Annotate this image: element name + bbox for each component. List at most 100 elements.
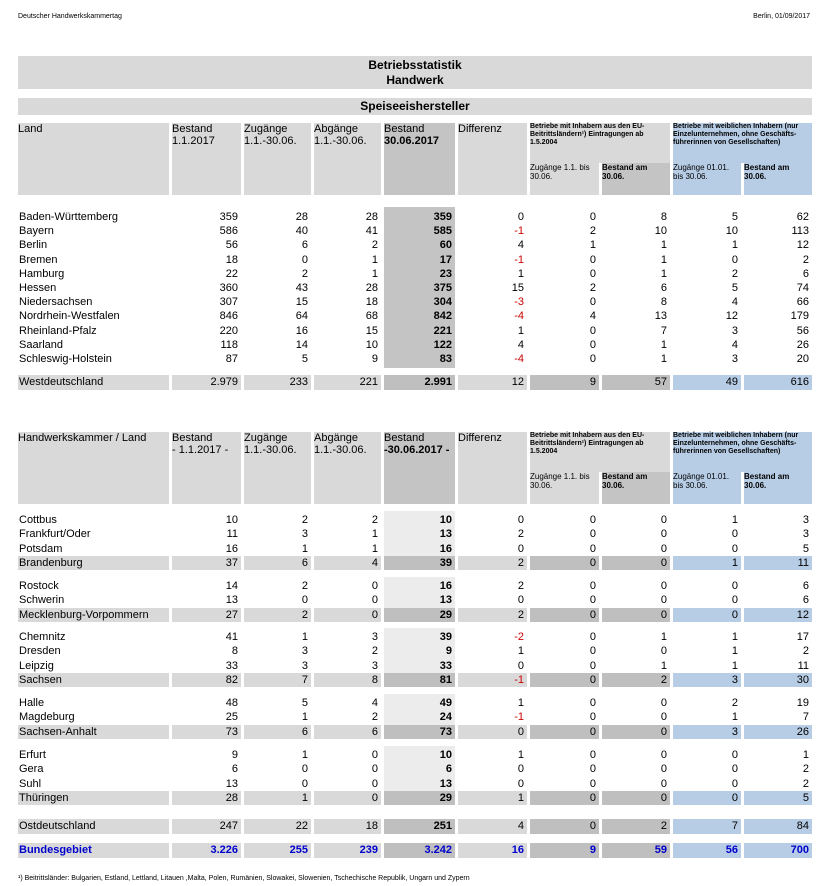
row-value-5: 16	[511, 844, 524, 856]
row-value-7: 1	[660, 239, 667, 252]
row-value-4: 304	[433, 296, 452, 309]
row-value-7: 13	[654, 310, 667, 323]
row-value-8: 0	[731, 253, 738, 266]
row-value-8: 56	[725, 844, 738, 856]
row-value-8: 1	[731, 631, 738, 643]
row-value-6: 0	[589, 777, 596, 790]
row-value-6: 0	[589, 338, 596, 351]
header-left: Deutscher Handwerkskammertag	[18, 13, 122, 20]
row-label: Berlin	[19, 239, 48, 252]
total-cell-bg	[744, 819, 812, 834]
row-value-6: 0	[589, 711, 596, 724]
total-cell-bg	[673, 375, 741, 390]
row-label: Chemnitz	[19, 631, 66, 643]
row-value-2: 1	[301, 631, 308, 643]
row-value-6: 0	[589, 580, 596, 592]
row-value-4: 9	[445, 645, 452, 658]
subtotal-cell-bg	[244, 790, 311, 805]
header-fem-bestand-cell: Bestand am 30.06.	[744, 472, 812, 504]
row-value-3: 0	[371, 580, 378, 592]
row-value-5: 0	[517, 777, 524, 790]
row-value-3: 2	[371, 239, 378, 252]
row-value-6: 0	[589, 542, 596, 555]
row-value-2: 255	[289, 844, 308, 856]
row-value-5: 4	[517, 820, 524, 832]
header-differenz-cell: Differenz	[458, 432, 527, 504]
row-value-7: 57	[654, 376, 667, 388]
row-value-1: 8	[231, 645, 238, 658]
total-cell-bg	[458, 843, 527, 858]
row-value-4: 24	[439, 711, 452, 724]
row-value-2: 6	[301, 725, 308, 738]
subtotal-cell-bg	[530, 790, 599, 805]
row-value-3: 15	[365, 324, 378, 337]
row-value-7: 0	[660, 514, 667, 526]
row-value-4: 83	[439, 353, 452, 365]
row-value-9: 84	[796, 820, 809, 832]
header-abgaenge-sub: 1.1.-30.06.	[314, 444, 367, 456]
row-value-2: 1	[301, 711, 308, 724]
row-label: Frankfurt/Oder	[19, 528, 91, 541]
row-value-5: 1	[517, 324, 524, 337]
header-zugaenge-label: Zugänge	[244, 123, 288, 135]
subtotal-cell-bg	[384, 724, 455, 739]
total-cell-bg	[602, 819, 670, 834]
header-eu-zug: Zugänge 1.1. bis 30.06.	[530, 163, 590, 181]
header-eu-title: Betriebe mit Inhabern aus den EU-Beitrit…	[530, 432, 645, 455]
row-value-7: 1	[660, 659, 667, 672]
row-value-1: 56	[225, 239, 238, 252]
row-value-8: 1	[731, 514, 738, 526]
row-value-5: 12	[511, 376, 524, 388]
header-bestand1-sub: - 1.1.2017 -	[172, 444, 229, 456]
row-value-9: 2	[802, 763, 809, 776]
row-label: Baden-Württemberg	[19, 211, 119, 223]
row-value-4: 3.242	[424, 844, 452, 856]
subtotal-cell-bg	[602, 555, 670, 570]
row-value-3: 18	[365, 296, 378, 309]
header-eu-bestand: Bestand am 30.06.	[602, 163, 648, 181]
row-value-7: 59	[654, 844, 667, 856]
row-value-7: 0	[660, 556, 667, 569]
row-value-6: 0	[589, 528, 596, 541]
row-value-1: 307	[219, 296, 238, 309]
header-zugaenge-cell: Zugänge 1.1.-30.06.	[244, 123, 311, 195]
row-value-4: 221	[433, 324, 452, 337]
row-value-6: 0	[589, 253, 596, 266]
row-value-9: 3	[802, 514, 809, 526]
subtotal-cell-bg	[602, 607, 670, 622]
row-value-7: 0	[660, 697, 667, 709]
total-cell-bg	[458, 375, 527, 390]
row-value-3: 18	[365, 820, 378, 832]
row-label: Saarland	[19, 338, 64, 351]
total-cell-bg	[314, 375, 381, 390]
row-value-6: 0	[589, 659, 596, 672]
header-land-label: Handwerkskammer / Land	[18, 432, 147, 444]
row-value-3: 1	[371, 253, 378, 266]
row-value-8: 49	[725, 376, 738, 388]
header-bestand2-sub: -30.06.2017 -	[384, 444, 450, 456]
row-value-4: 16	[439, 542, 452, 555]
row-value-9: 66	[796, 296, 809, 309]
total-cell-bg	[530, 843, 599, 858]
subtotal-cell-bg	[602, 724, 670, 739]
row-value-6: 4	[589, 310, 596, 323]
row-value-1: 13	[225, 594, 238, 607]
row-value-7: 0	[660, 749, 667, 761]
row-value-1: 13	[225, 777, 238, 790]
subtotal-cell-bg	[744, 607, 812, 622]
row-value-9: 11	[797, 556, 809, 569]
row-value-9: 5	[802, 542, 809, 555]
title-line1: Betriebsstatistik	[368, 58, 462, 72]
row-value-5: -4	[514, 353, 524, 365]
row-value-4: 842	[433, 310, 452, 323]
header-zugaenge-sub: 1.1.-30.06.	[244, 444, 297, 456]
subtotal-cell-bg	[458, 672, 527, 687]
row-value-2: 15	[295, 296, 308, 309]
row-value-6: 0	[589, 697, 596, 709]
row-label: Schleswig-Holstein	[19, 353, 112, 365]
row-value-6: 0	[589, 749, 596, 761]
row-value-6: 9	[589, 376, 596, 388]
row-value-4: 23	[439, 267, 452, 280]
row-value-3: 4	[371, 556, 378, 569]
row-value-3: 9	[371, 353, 378, 365]
